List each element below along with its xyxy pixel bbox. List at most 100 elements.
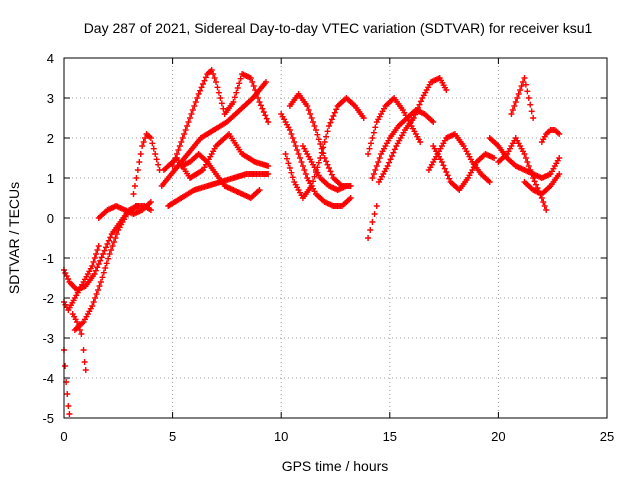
data-point [372,124,379,131]
data-point [288,131,295,137]
data-point [311,123,318,129]
data-point [213,79,220,85]
data-point [89,263,96,269]
data-point [384,163,391,169]
data-point [365,235,372,241]
series-t24 [508,75,537,121]
data-point [415,105,422,111]
data-point [370,129,377,136]
data-point [91,271,98,277]
data-point [252,87,259,93]
data-point [218,100,225,107]
data-point [63,273,70,279]
series-t8 [160,131,272,181]
data-point [323,158,330,165]
data-point [74,319,81,325]
data-point [233,89,240,96]
data-point [171,159,178,165]
data-point [373,203,380,209]
data-point [65,276,72,282]
data-point [286,127,293,133]
data-point [178,139,185,145]
data-point [94,247,101,253]
data-point [388,153,395,159]
data-point [301,167,308,173]
data-point [95,261,102,267]
data-point [102,244,109,251]
x-tick-label: 10 [274,429,288,444]
x-tick-label: 20 [491,429,505,444]
data-point [365,151,372,157]
data-point [443,87,450,93]
data-point [343,183,350,189]
data-point [66,411,73,417]
data-point [140,139,147,145]
data-point [256,187,263,193]
y-tick-label: -2 [42,291,54,306]
series-t17 [365,203,380,241]
data-point [217,95,224,101]
y-tick-label: 0 [47,211,54,226]
data-point [372,167,379,173]
data-point [220,105,227,112]
data-point [315,136,322,143]
data-point [147,135,154,141]
y-tick-label: 3 [47,91,54,106]
data-point [202,74,209,81]
data-point [302,171,309,177]
data-point [99,274,106,281]
data-point [250,83,257,89]
data-point [96,283,103,289]
data-point [262,79,269,85]
data-point [530,175,537,181]
data-point [176,143,183,149]
data-point [327,168,334,175]
data-point [131,183,138,189]
data-point [528,108,535,115]
data-point [108,247,115,253]
data-point [441,165,448,172]
data-point [173,151,180,157]
data-point [323,133,330,140]
x-tick-label: 15 [383,429,397,444]
data-point [149,140,156,147]
data-point [417,139,424,145]
data-point [265,119,272,125]
series-t11 [169,67,272,169]
series-t2 [61,243,102,313]
x-axis-ticks: 0 5 10 15 20 25 [60,58,614,444]
data-point [100,269,107,276]
y-tick-label: -1 [42,251,54,266]
data-point [534,185,541,191]
data-point [308,115,315,121]
data-point [185,119,192,125]
data-point [113,231,120,237]
data-point [556,171,563,177]
data-point [110,239,117,245]
data-point [98,254,105,261]
series-t26 [538,127,563,145]
data-point [103,260,110,267]
data-point [90,299,97,305]
data-point [315,159,322,166]
data-point [265,163,272,169]
data-point [328,171,335,178]
data-point [518,83,525,89]
data-point [440,162,447,169]
data-point [89,303,96,309]
data-point [95,243,102,249]
data-point [263,115,270,122]
data-point [256,99,263,105]
data-point [376,155,383,161]
data-point [136,159,143,165]
data-point [147,199,154,205]
data-point [130,191,137,197]
data-point [215,89,222,96]
data-point [320,150,327,157]
data-point [179,135,186,141]
data-point [360,115,367,121]
data-point [94,264,101,271]
data-point [291,139,298,145]
data-point [105,255,112,262]
data-point [417,98,424,105]
